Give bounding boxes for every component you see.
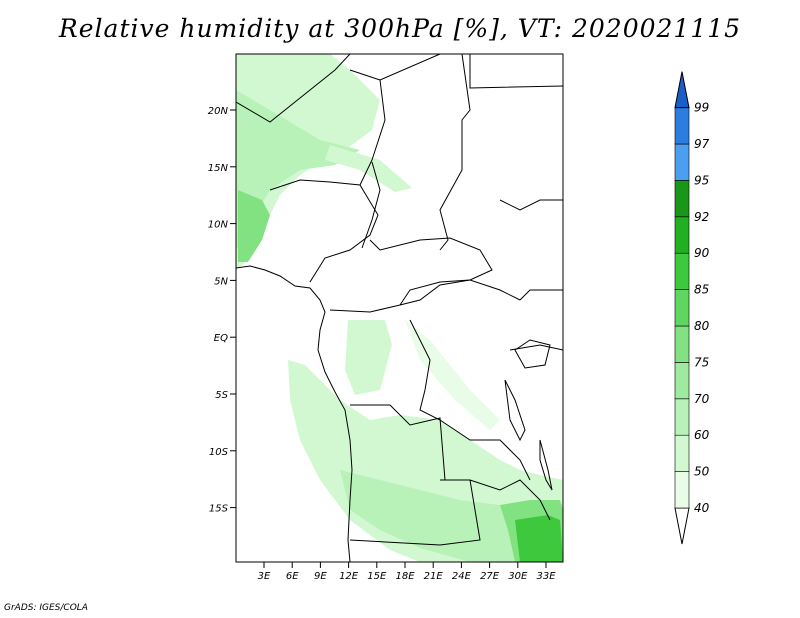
lon-tick-label: 27E xyxy=(480,571,500,582)
colorbar-label: 99 xyxy=(694,101,709,115)
lat-tick-label: 10N xyxy=(208,220,229,231)
lon-tick-label: 9E xyxy=(314,571,327,582)
colorbar-label: 60 xyxy=(694,428,710,442)
colorbar-label: 40 xyxy=(694,501,710,515)
colorbar-label: 95 xyxy=(694,173,709,187)
border-algeria-niger xyxy=(349,69,386,186)
lon-tick-label: 24E xyxy=(452,571,472,582)
colorbar-segment xyxy=(674,71,690,109)
colorbar: 40 50 60 70 75 80 85 90 92 95 97 99 xyxy=(674,71,710,545)
colorbar-segment xyxy=(674,434,690,472)
lon-tick-label: 30E xyxy=(508,571,528,582)
colorbar-segment xyxy=(674,325,690,363)
colorbar-segment xyxy=(674,216,690,254)
lake-victoria xyxy=(514,339,551,369)
lon-tick-label: 12E xyxy=(339,571,359,582)
rh-area-south-inner xyxy=(340,470,563,562)
latitude-axis: 20N 15N 10N 5N EQ 5S 10S 15S xyxy=(208,106,236,515)
colorbar-segment xyxy=(674,143,690,181)
rh-area-diagonal xyxy=(405,320,500,430)
lon-tick-label: 33E xyxy=(536,571,556,582)
lat-tick-label: 20N xyxy=(208,106,229,117)
longitude-axis: 3E 6E 9E 12E 15E 18E 21E 24E 27E 30E 33E xyxy=(258,562,556,582)
lake-tanganyika xyxy=(504,379,526,442)
border-east-africa xyxy=(469,54,563,351)
border-sahara-north xyxy=(236,54,351,123)
colorbar-label: 80 xyxy=(694,319,710,333)
chart-title: Relative humidity at 300hPa [%], VT: 202… xyxy=(58,14,742,43)
lat-tick-label: 15N xyxy=(208,163,229,174)
colorbar-segment xyxy=(674,107,690,145)
colorbar-label: 92 xyxy=(694,210,709,224)
border-car xyxy=(369,237,493,306)
country-borders xyxy=(236,54,563,562)
colorbar-label: 50 xyxy=(694,465,710,479)
border-niger-chad xyxy=(361,161,381,249)
humidity-shading xyxy=(236,54,563,562)
lon-tick-label: 3E xyxy=(258,571,271,582)
map-frame xyxy=(235,53,564,563)
rh-area-west-coast xyxy=(238,190,270,262)
colorbar-segment xyxy=(674,507,690,545)
border-zambia xyxy=(440,479,551,521)
rh-area-central xyxy=(345,320,392,395)
colorbar-label: 70 xyxy=(694,392,710,406)
colorbar-segment xyxy=(674,180,690,218)
colorbar-segment xyxy=(674,252,690,290)
colorbar-segment xyxy=(674,471,690,509)
border-chad-sudan xyxy=(379,54,471,251)
colorbar-segment xyxy=(674,289,690,327)
colorbar-label: 90 xyxy=(694,246,710,260)
rh-area-northwest-inner xyxy=(236,90,360,250)
border-congo xyxy=(329,279,521,313)
coastline-west-africa xyxy=(236,265,353,562)
lat-tick-label: EQ xyxy=(214,333,228,344)
lat-tick-label: 5S xyxy=(215,390,228,401)
lat-tick-label: 10S xyxy=(209,447,229,458)
lon-tick-label: 18E xyxy=(395,571,415,582)
lat-tick-label: 15S xyxy=(209,504,229,515)
colorbar-segment xyxy=(674,362,690,400)
border-drc xyxy=(409,319,531,481)
rh-area-band xyxy=(325,145,412,192)
lon-tick-label: 6E xyxy=(286,571,299,582)
rh-area-southeast-core xyxy=(515,515,563,562)
colorbar-label: 85 xyxy=(694,283,709,297)
border-nigeria xyxy=(269,179,379,283)
colorbar-label: 97 xyxy=(694,137,710,151)
lake-malawi xyxy=(539,439,553,491)
border-ethiopia xyxy=(499,199,563,211)
grads-credit: GrADS: IGES/COLA xyxy=(4,603,88,613)
lon-tick-label: 21E xyxy=(424,571,444,582)
colorbar-segment xyxy=(674,398,690,436)
lat-tick-label: 5N xyxy=(214,276,228,287)
lon-tick-label: 15E xyxy=(367,571,387,582)
colorbar-label: 75 xyxy=(694,355,709,369)
